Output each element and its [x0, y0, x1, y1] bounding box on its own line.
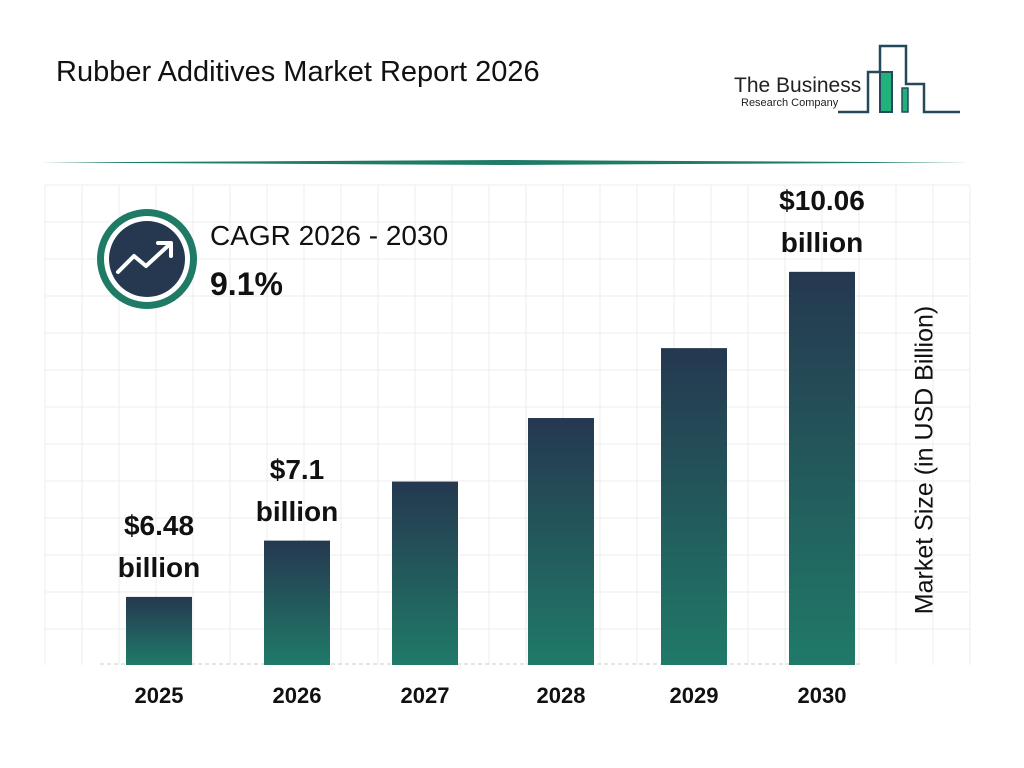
y-axis-label: Market Size (in USD Billion) — [910, 305, 939, 615]
cagr-value: 9.1% — [210, 266, 283, 302]
data-label-value: $10.06 — [779, 184, 865, 216]
page-title: Rubber Additives Market Report 2026 — [56, 56, 540, 88]
x-tick-label: 2028 — [536, 683, 586, 708]
bar-2026 — [264, 540, 330, 665]
cagr-badge-icon — [97, 209, 197, 309]
data-label: $10.06 billion — [779, 180, 865, 264]
data-label-unit: billion — [780, 226, 864, 258]
company-logo: The Business Research Company — [728, 44, 968, 116]
data-label: $7.1 billion — [256, 449, 338, 533]
x-tick-label: 2030 — [797, 683, 847, 708]
bar-2028 — [528, 418, 594, 665]
data-label-unit: billion — [255, 495, 339, 527]
data-label-unit: billion — [117, 551, 201, 583]
logo-text-line1: The Business — [734, 74, 862, 97]
data-label-value: $6.48 — [123, 509, 195, 541]
logo-buildings-icon — [838, 44, 960, 114]
header-divider — [40, 160, 970, 165]
data-label-value: $7.1 — [269, 453, 325, 485]
x-tick-label: 2029 — [669, 683, 719, 708]
x-tick-label: 2027 — [400, 683, 450, 708]
bar-2029 — [661, 348, 727, 665]
bar-2030 — [789, 271, 855, 665]
data-label: $6.48 billion — [118, 505, 200, 589]
logo-text-line2: Research Company — [741, 97, 839, 109]
x-tick-label: 2025 — [134, 683, 184, 708]
bar-2027 — [392, 481, 458, 665]
cagr-label: CAGR 2026 - 2030 — [210, 220, 449, 251]
bar-2025 — [126, 596, 192, 665]
x-tick-label: 2026 — [272, 683, 322, 708]
